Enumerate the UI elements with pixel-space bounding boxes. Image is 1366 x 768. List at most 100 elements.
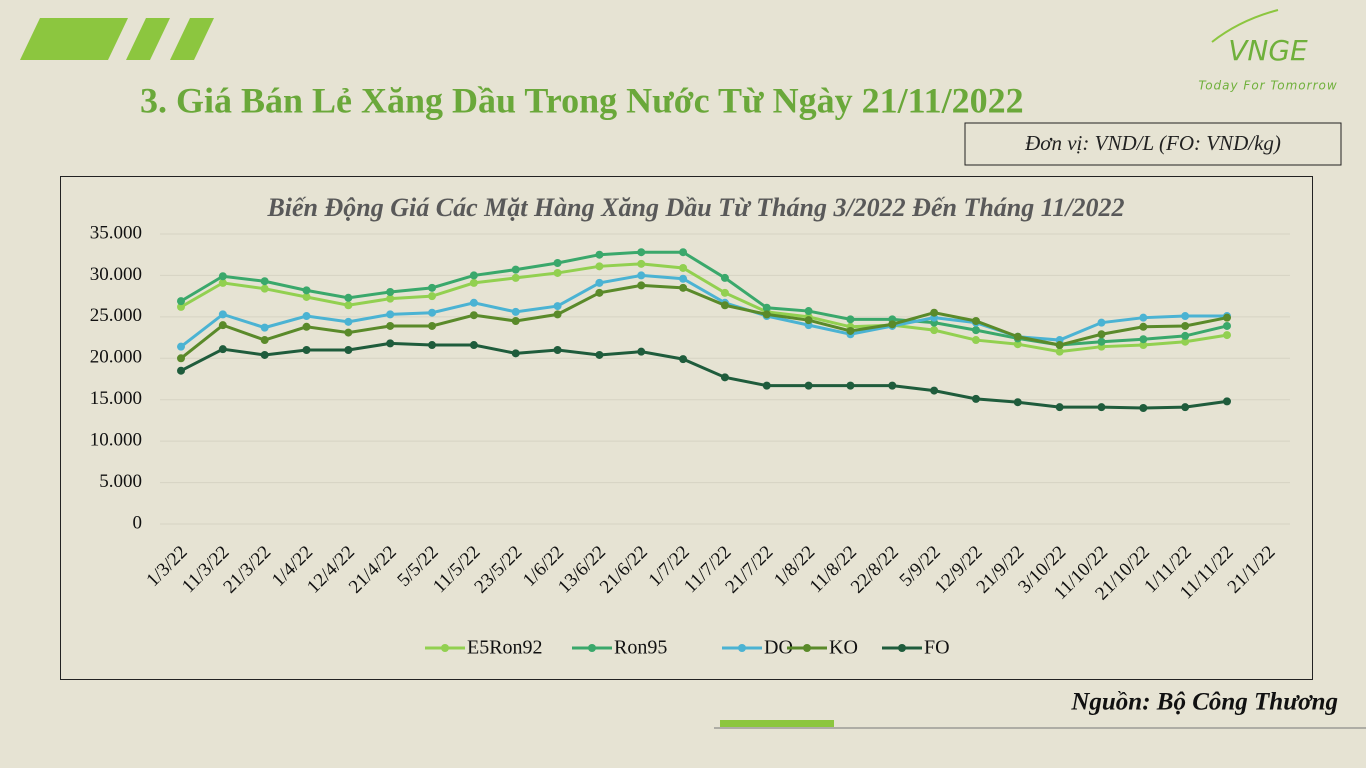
data-point [595,262,604,271]
data-point [679,263,688,272]
data-point [1013,398,1022,407]
heading: 3. Giá Bán Lẻ Xăng Dầu Trong Nước Từ Ngà… [140,80,1024,120]
series-line [180,283,1228,360]
logo-tagline: Today For Tomorrow [1198,79,1337,93]
legend-marker [803,644,811,652]
data-point [344,293,353,302]
legend-label: E5Ron92 [467,637,543,659]
source: Nguồn: Bộ Công Thương [1070,689,1338,716]
decor-stripe [170,18,214,60]
chart-title: Biến Động Giá Các Mặt Hàng Xăng Dầu Từ T… [266,193,1124,222]
legend-marker [898,644,906,652]
data-point [344,328,353,337]
data-point [888,381,897,390]
data-point [971,326,980,335]
data-point [1223,313,1231,322]
decor-bar [720,720,834,727]
data-point [1139,341,1148,350]
data-point [637,347,646,356]
data-point [428,283,437,292]
data-point [1097,337,1106,346]
data-point [218,310,227,319]
data-point [386,339,395,348]
data-point [553,302,562,311]
data-point [1139,404,1148,412]
data-point [553,346,562,354]
series-line [180,341,1228,410]
data-point [386,294,395,303]
data-point [386,288,395,296]
data-point [595,288,604,297]
data-point [971,317,980,325]
y-tick-label: 10.000 [90,430,142,451]
legend-marker [738,644,746,652]
data-point [846,315,855,324]
data-point [553,259,562,267]
data-point [177,366,185,375]
data-point [344,346,353,354]
data-point [720,301,729,310]
data-point [1181,331,1190,340]
data-point [302,286,311,295]
data-point [469,271,478,280]
data-point [1139,313,1148,322]
data-point [260,277,269,286]
data-point [511,317,520,325]
data-point [177,297,185,306]
data-point [1097,403,1106,412]
data-point [804,316,813,325]
data-point [469,311,478,320]
data-point [679,355,688,364]
y-tick-label: 25.000 [90,305,142,326]
legend-marker [588,644,596,652]
data-point [177,354,185,363]
data-point [930,386,939,395]
y-tick-label: 20.000 [90,347,142,368]
data-point [637,248,646,257]
data-point [1055,341,1064,350]
series-line [180,262,1228,354]
data-point [846,381,855,390]
x-tick-label: 23/5/22 [470,542,526,598]
data-point [1223,331,1231,340]
data-point [260,350,269,359]
x-tick-label: 22/8/22 [847,542,903,598]
data-point [1097,330,1106,339]
unit-box [964,122,1342,166]
data-point [1223,321,1231,330]
data-point [553,268,562,277]
data-point [218,345,227,354]
legend-label: Ron95 [614,637,667,659]
legend-marker [441,644,449,652]
data-point [218,278,227,287]
data-point [428,292,437,301]
data-point [1181,337,1190,346]
data-point [1097,318,1106,327]
data-point [344,317,353,326]
data-point [679,283,688,292]
plot: 0 5.000 10.000 15.000 20.000 25.000 30.000 35.0… [90,222,1290,659]
data-point [302,292,311,301]
data-point [720,373,729,382]
data-point [720,273,729,282]
data-point [930,326,939,335]
data-point [1055,347,1064,356]
x-tick-label: 21/7/22 [721,542,777,598]
data-point [1139,322,1148,331]
data-point [177,342,185,351]
data-point [888,320,897,329]
x-tick-label: 21/1/22 [1224,542,1280,598]
unit: Đơn vị: VND/L (FO: VND/kg) [1024,131,1281,155]
data-point [511,307,520,316]
data-point [595,250,604,259]
data-point [302,346,311,354]
logo-text: VNGE [1228,34,1308,67]
data-point [428,321,437,330]
data-point [177,302,185,311]
data-point [1181,312,1190,321]
x-tick-label: 21/4/22 [345,542,401,598]
data-point [469,298,478,307]
data-point [1055,403,1064,412]
data-point [971,336,980,345]
